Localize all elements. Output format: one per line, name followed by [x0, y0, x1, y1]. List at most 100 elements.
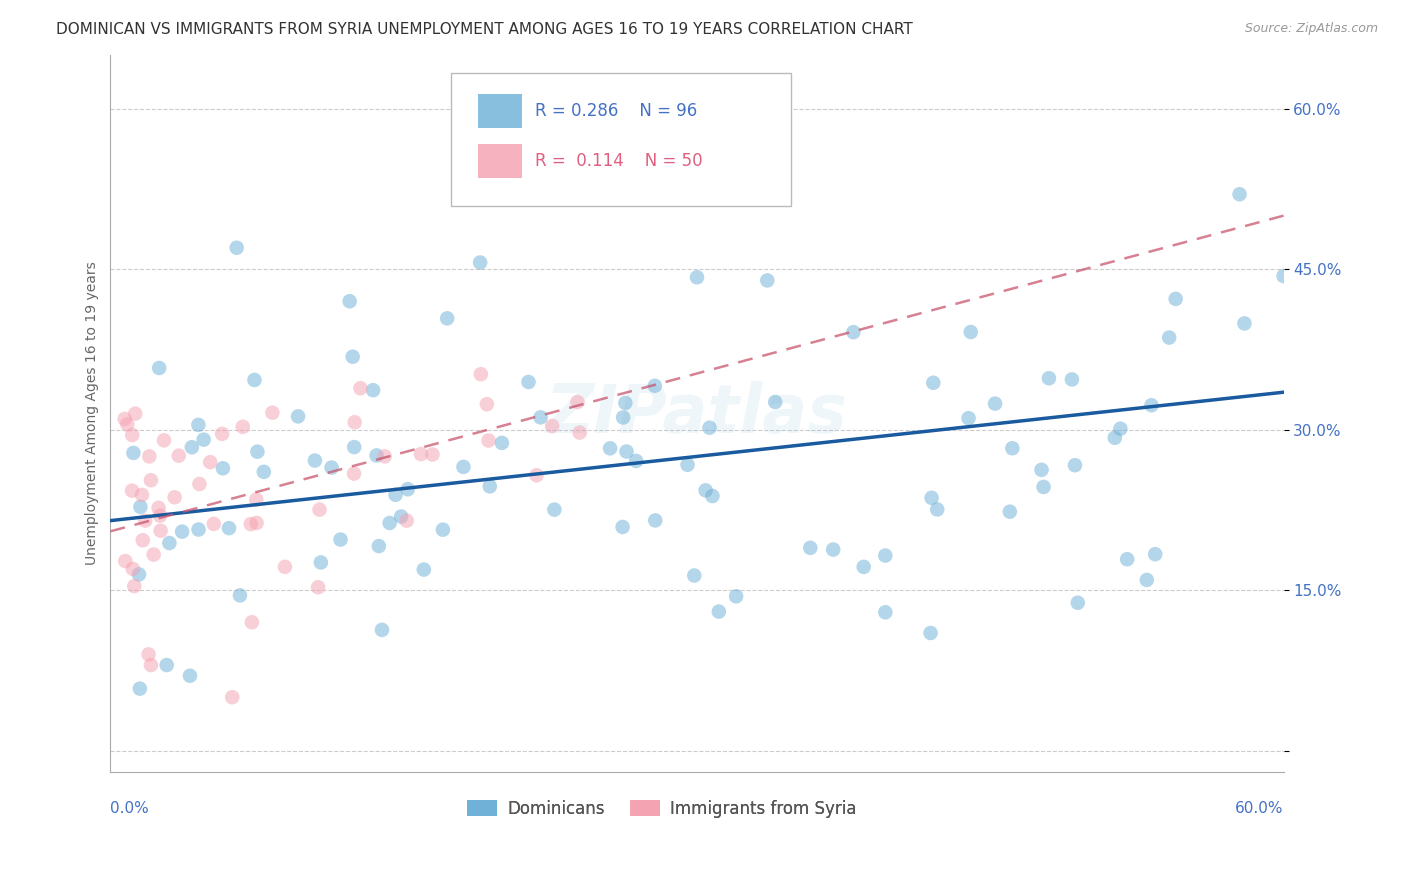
Point: [644, 378, 666, 392]
Point: [367, 539, 389, 553]
Point: [329, 533, 352, 547]
Text: DOMINICAN VS IMMIGRANTS FROM SYRIA UNEMPLOYMENT AMONG AGES 16 TO 19 YEARS CORREL: DOMINICAN VS IMMIGRANTS FROM SYRIA UNEMP…: [56, 22, 912, 37]
Point: [1233, 317, 1256, 331]
Point: [149, 508, 172, 523]
Point: [921, 491, 943, 505]
Point: [1032, 480, 1054, 494]
Text: Source: ZipAtlas.com: Source: ZipAtlas.com: [1244, 22, 1378, 36]
Point: [1136, 573, 1159, 587]
Point: [121, 483, 143, 498]
Point: [725, 590, 748, 604]
Point: [180, 440, 202, 454]
Point: [1031, 463, 1053, 477]
Point: [468, 255, 491, 269]
Point: [221, 690, 243, 705]
Point: [644, 513, 666, 527]
Point: [568, 425, 591, 440]
Point: [875, 549, 897, 563]
Point: [1144, 547, 1167, 561]
Point: [343, 440, 366, 454]
Point: [1067, 596, 1090, 610]
Point: [124, 579, 146, 593]
Point: [121, 428, 143, 442]
Point: [366, 449, 388, 463]
Point: [470, 368, 492, 382]
Point: [612, 410, 634, 425]
Point: [163, 491, 186, 505]
Point: [1104, 431, 1126, 445]
Point: [526, 468, 548, 483]
Point: [686, 270, 709, 285]
Point: [243, 373, 266, 387]
FancyBboxPatch shape: [478, 94, 522, 128]
FancyBboxPatch shape: [478, 144, 522, 178]
Point: [307, 580, 329, 594]
Point: [232, 419, 254, 434]
Text: R =  0.114    N = 50: R = 0.114 N = 50: [536, 153, 703, 170]
Point: [699, 421, 721, 435]
Point: [927, 502, 949, 516]
Point: [378, 516, 401, 530]
Point: [1164, 292, 1187, 306]
Point: [117, 417, 139, 432]
Point: [304, 453, 326, 467]
Point: [1140, 398, 1163, 412]
Point: [128, 681, 150, 696]
Point: [1272, 268, 1295, 283]
Point: [1159, 330, 1181, 344]
Point: [142, 548, 165, 562]
Point: [823, 542, 845, 557]
Point: [225, 241, 247, 255]
Point: [371, 623, 394, 637]
Point: [412, 563, 434, 577]
Point: [707, 605, 730, 619]
Point: [148, 500, 170, 515]
Point: [253, 465, 276, 479]
Point: [132, 533, 155, 548]
Point: [453, 459, 475, 474]
Point: [683, 568, 706, 582]
Point: [374, 450, 396, 464]
Point: [114, 412, 136, 426]
Point: [1038, 371, 1060, 385]
Point: [852, 560, 875, 574]
Text: 60.0%: 60.0%: [1234, 801, 1284, 816]
Point: [138, 648, 160, 662]
Point: [396, 482, 419, 496]
Text: 0.0%: 0.0%: [111, 801, 149, 816]
Point: [799, 541, 821, 555]
Point: [599, 442, 621, 456]
Point: [349, 381, 371, 395]
Point: [998, 505, 1021, 519]
Point: [702, 489, 724, 503]
Point: [122, 446, 145, 460]
Point: [240, 615, 263, 630]
Point: [695, 483, 717, 498]
Point: [128, 567, 150, 582]
Point: [842, 325, 865, 339]
Point: [167, 449, 190, 463]
Point: [211, 426, 233, 441]
Text: R = 0.286    N = 96: R = 0.286 N = 96: [536, 102, 697, 120]
Point: [984, 396, 1007, 410]
Point: [339, 294, 361, 309]
Point: [179, 669, 201, 683]
Point: [343, 415, 366, 429]
Point: [134, 514, 156, 528]
Point: [543, 502, 565, 516]
Point: [475, 397, 498, 411]
Point: [491, 436, 513, 450]
Point: [157, 536, 180, 550]
FancyBboxPatch shape: [451, 73, 790, 206]
Point: [959, 325, 981, 339]
Point: [148, 361, 170, 376]
Point: [875, 605, 897, 619]
Point: [422, 448, 444, 462]
Point: [246, 444, 269, 458]
Point: [389, 509, 412, 524]
Point: [436, 311, 458, 326]
Point: [395, 514, 418, 528]
Point: [361, 383, 384, 397]
Point: [529, 410, 551, 425]
Point: [124, 407, 146, 421]
